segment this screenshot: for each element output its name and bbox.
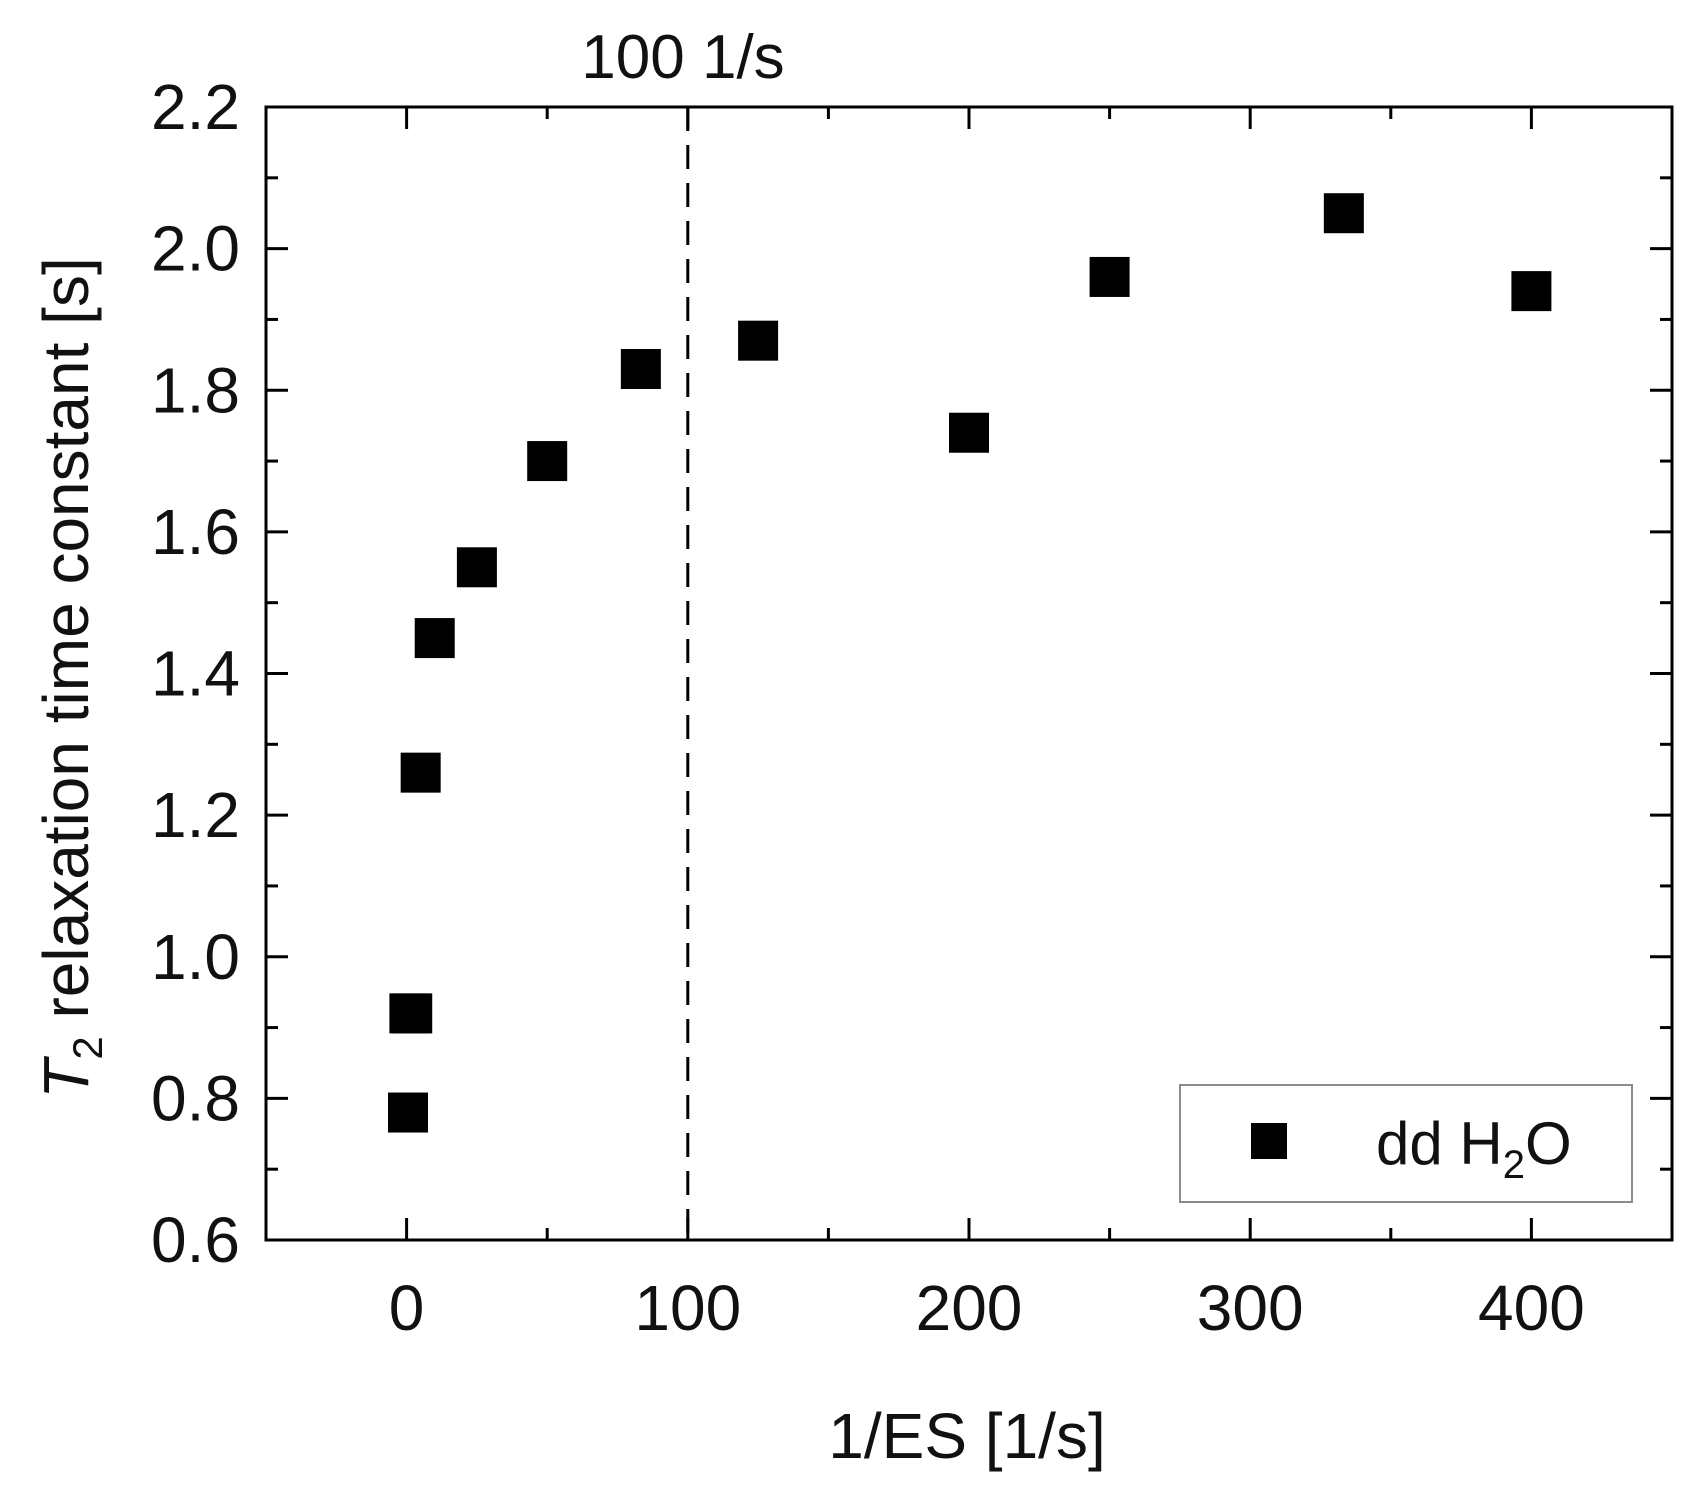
data-point xyxy=(738,320,779,361)
data-markers xyxy=(388,193,1552,1133)
reference-line-label: 100 1/s xyxy=(581,23,784,92)
x-tick-label: 300 xyxy=(1197,1272,1304,1344)
data-point xyxy=(400,752,441,793)
legend-label-main: dd H xyxy=(1376,1110,1503,1177)
y-tick-label: 2.0 xyxy=(151,213,240,285)
legend-label-subscript: 2 xyxy=(1503,1143,1525,1187)
legend: dd H2O xyxy=(1179,1084,1633,1203)
data-point xyxy=(1089,256,1130,297)
plot-frame xyxy=(264,105,1674,1242)
y-tick-label: 1.4 xyxy=(151,638,240,710)
y-tick-label: 1.2 xyxy=(151,779,240,851)
y-tick-label: 1.0 xyxy=(151,921,240,993)
x-tick-label: 0 xyxy=(389,1272,425,1344)
y-axis-title-subscript: 2 xyxy=(64,1036,111,1059)
y-axis-title-symbol: T xyxy=(30,1056,102,1099)
legend-marker xyxy=(1251,1123,1287,1159)
data-point xyxy=(414,618,455,659)
legend-label-end: O xyxy=(1525,1110,1572,1177)
y-tick-label: 1.8 xyxy=(151,354,240,426)
data-point xyxy=(527,441,568,482)
y-tick-label: 0.8 xyxy=(151,1062,240,1134)
y-tick-label: 0.6 xyxy=(151,1204,240,1276)
y-tick-label: 2.2 xyxy=(151,71,240,143)
data-point xyxy=(456,547,497,588)
data-point xyxy=(392,993,433,1034)
axes: 0 100 200 300 400 0.6 0.8 1.0 1.2 1.4 1.6 1.8 2.0 2.2 xyxy=(151,71,1674,1344)
y-axis-title: T2 relaxation time constant [s] xyxy=(30,257,111,1098)
data-point xyxy=(620,349,661,390)
data-point xyxy=(388,1092,429,1133)
x-tick-label: 100 xyxy=(634,1272,741,1344)
legend-label: dd H2O xyxy=(1376,1110,1572,1187)
y-axis-title-text: relaxation time constant [s] xyxy=(30,257,102,1036)
x-axis-title: 1/ES [1/s] xyxy=(828,1400,1105,1472)
x-tick-label: 400 xyxy=(1478,1272,1585,1344)
data-point xyxy=(949,412,989,453)
data-point xyxy=(1511,271,1552,312)
data-point xyxy=(1323,193,1364,234)
y-tick-label: 1.6 xyxy=(151,496,240,568)
x-tick-label: 200 xyxy=(916,1272,1023,1344)
